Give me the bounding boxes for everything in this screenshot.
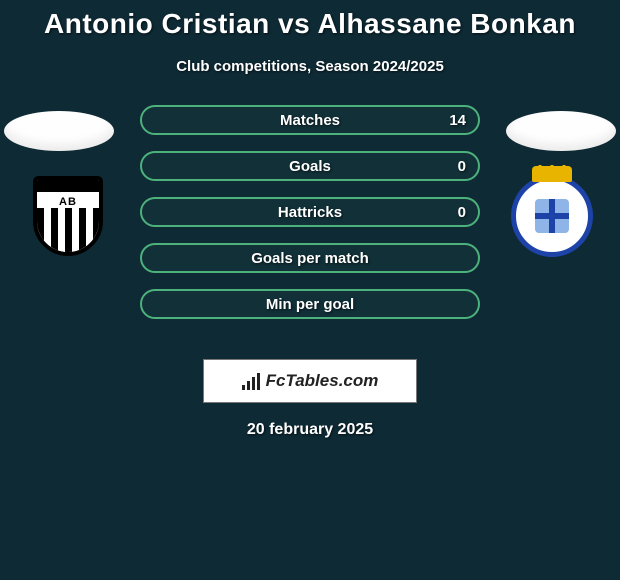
oviedo-crest-icon: [511, 175, 593, 257]
stat-label: Hattricks: [278, 204, 342, 221]
stat-rows: Matches 14 Goals 0 Hattricks 0 Goals per…: [140, 105, 480, 335]
albacete-crest-icon: [33, 176, 103, 256]
brand-watermark: FcTables.com: [203, 359, 417, 403]
club-crest-right: [502, 173, 602, 259]
page-title: Antonio Cristian vs Alhassane Bonkan: [0, 0, 620, 40]
stat-row-goals-per-match: Goals per match: [140, 243, 480, 273]
stat-label: Goals: [289, 158, 331, 175]
stat-row-matches: Matches 14: [140, 105, 480, 135]
stat-row-hattricks: Hattricks 0: [140, 197, 480, 227]
page-subtitle: Club competitions, Season 2024/2025: [0, 58, 620, 75]
stat-value: 0: [458, 204, 466, 221]
brand-text: FcTables.com: [266, 371, 379, 391]
stat-value: 0: [458, 158, 466, 175]
player-right-avatar-slot: [506, 111, 616, 151]
stat-row-min-per-goal: Min per goal: [140, 289, 480, 319]
player-left-avatar-slot: [4, 111, 114, 151]
comparison-area: Matches 14 Goals 0 Hattricks 0 Goals per…: [0, 105, 620, 345]
chart-bars-icon: [242, 372, 260, 390]
footer-date: 20 february 2025: [0, 421, 620, 439]
stat-value: 14: [449, 112, 466, 129]
stat-row-goals: Goals 0: [140, 151, 480, 181]
club-crest-left: [18, 173, 118, 259]
stat-label: Matches: [280, 112, 340, 129]
stat-label: Min per goal: [266, 296, 354, 313]
stat-label: Goals per match: [251, 250, 369, 267]
